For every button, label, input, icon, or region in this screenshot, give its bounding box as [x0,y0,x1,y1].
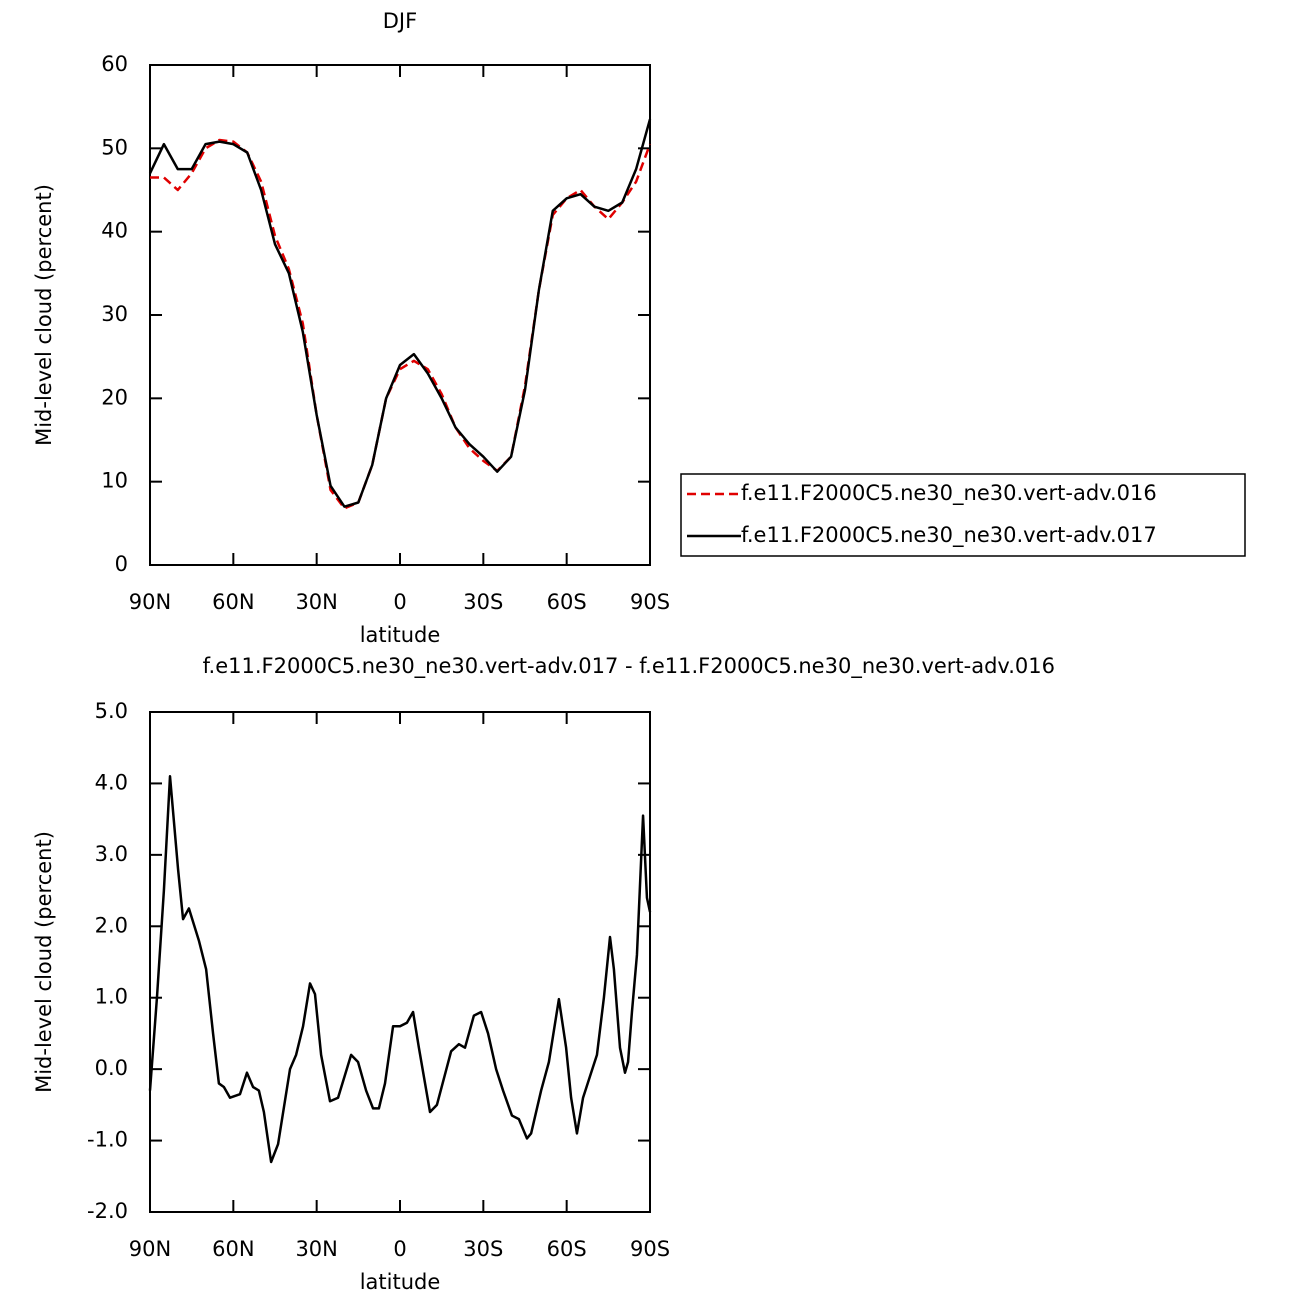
x-tick-label: 0 [393,590,406,614]
y-tick-label: 0.0 [95,1056,128,1080]
y-tick-label: 40 [101,219,128,243]
x-tick-label: 90S [630,590,670,614]
x-tick-label: 90S [630,1237,670,1261]
x-tick-label: 30N [295,590,337,614]
x-axis-label: latitude [360,623,441,647]
x-axis-label: latitude [360,1270,441,1294]
y-tick-label: -2.0 [87,1199,128,1223]
y-tick-label: 3.0 [95,842,128,866]
x-tick-label: 30N [295,1237,337,1261]
y-axis-label: Mid-level cloud (percent) [32,831,56,1093]
data-line [148,118,652,508]
chart-title: f.e11.F2000C5.ne30_ne30.vert-adv.017 - f… [203,654,1055,679]
x-tick-label: 60N [212,1237,254,1261]
x-tick-label: 60S [547,590,587,614]
y-tick-label: -1.0 [87,1128,128,1152]
legend-box [680,473,1246,557]
legend-label: f.e11.F2000C5.ne30_ne30.vert-adv.016 [741,481,1157,506]
x-tick-label: 60N [212,590,254,614]
x-tick-label: 90N [129,1237,171,1261]
y-tick-label: 2.0 [95,913,128,937]
y-tick-label: 4.0 [95,770,128,794]
chart-title: DJF [383,9,417,33]
data-line [148,775,652,1164]
plot-frame [149,64,651,566]
x-tick-label: 60S [547,1237,587,1261]
y-tick-label: 50 [101,135,128,159]
y-tick-label: 30 [101,302,128,326]
legend-label: f.e11.F2000C5.ne30_ne30.vert-adv.017 [741,523,1157,548]
y-tick-label: 0 [115,552,128,576]
y-tick-label: 60 [101,52,128,76]
y-tick-label: 1.0 [95,985,128,1009]
data-line [150,138,652,510]
y-axis-label: Mid-level cloud (percent) [32,184,56,446]
plot-frame [149,711,651,1213]
y-tick-label: 5.0 [95,699,128,723]
x-tick-label: 30S [463,1237,503,1261]
x-tick-label: 90N [129,590,171,614]
x-tick-label: 30S [463,590,503,614]
y-tick-label: 10 [101,469,128,493]
x-tick-label: 0 [393,1237,406,1261]
y-tick-label: 20 [101,385,128,409]
